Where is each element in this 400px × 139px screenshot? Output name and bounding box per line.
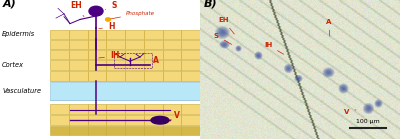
Text: A): A) [3, 0, 17, 9]
FancyBboxPatch shape [144, 30, 162, 39]
FancyBboxPatch shape [69, 30, 88, 39]
Text: EH: EH [70, 1, 84, 17]
FancyBboxPatch shape [162, 60, 181, 70]
FancyBboxPatch shape [162, 30, 181, 39]
FancyBboxPatch shape [162, 71, 181, 81]
FancyBboxPatch shape [88, 30, 106, 39]
FancyBboxPatch shape [106, 50, 125, 59]
FancyBboxPatch shape [106, 30, 125, 39]
Text: S: S [106, 1, 116, 10]
FancyBboxPatch shape [125, 40, 144, 49]
FancyBboxPatch shape [50, 30, 69, 39]
FancyBboxPatch shape [88, 104, 106, 114]
FancyBboxPatch shape [181, 104, 200, 114]
FancyBboxPatch shape [106, 126, 125, 135]
FancyBboxPatch shape [162, 40, 181, 49]
FancyBboxPatch shape [69, 71, 88, 81]
FancyBboxPatch shape [125, 30, 144, 39]
FancyBboxPatch shape [50, 40, 69, 49]
FancyBboxPatch shape [181, 71, 200, 81]
FancyBboxPatch shape [125, 71, 144, 81]
Circle shape [106, 18, 110, 21]
FancyBboxPatch shape [181, 50, 200, 59]
FancyBboxPatch shape [50, 71, 69, 81]
FancyBboxPatch shape [125, 50, 144, 59]
FancyBboxPatch shape [88, 126, 106, 135]
FancyBboxPatch shape [144, 50, 162, 59]
FancyBboxPatch shape [106, 60, 125, 70]
Text: Cortex: Cortex [2, 62, 24, 68]
FancyBboxPatch shape [50, 60, 69, 70]
FancyBboxPatch shape [88, 115, 106, 125]
FancyBboxPatch shape [162, 104, 181, 114]
FancyBboxPatch shape [181, 126, 200, 135]
FancyBboxPatch shape [181, 115, 200, 125]
FancyBboxPatch shape [181, 60, 200, 70]
FancyBboxPatch shape [162, 50, 181, 59]
FancyBboxPatch shape [162, 126, 181, 135]
Text: A: A [153, 56, 159, 65]
Text: IH: IH [99, 51, 119, 60]
FancyBboxPatch shape [125, 60, 144, 70]
FancyBboxPatch shape [50, 82, 200, 100]
Text: 100 μm: 100 μm [356, 119, 380, 124]
FancyBboxPatch shape [69, 60, 88, 70]
Text: Epidermis: Epidermis [2, 31, 35, 37]
Ellipse shape [151, 116, 169, 124]
FancyBboxPatch shape [144, 60, 162, 70]
Text: Phosphate: Phosphate [111, 11, 155, 19]
FancyBboxPatch shape [125, 104, 144, 114]
FancyBboxPatch shape [125, 126, 144, 135]
Text: V: V [170, 111, 180, 120]
FancyBboxPatch shape [50, 126, 69, 135]
Text: V: V [344, 109, 356, 115]
FancyBboxPatch shape [50, 50, 69, 59]
Text: A: A [326, 19, 331, 36]
FancyBboxPatch shape [144, 71, 162, 81]
FancyBboxPatch shape [88, 60, 106, 70]
Text: Vasculature: Vasculature [2, 88, 41, 94]
FancyBboxPatch shape [88, 40, 106, 49]
Text: IH: IH [264, 42, 284, 54]
FancyBboxPatch shape [125, 115, 144, 125]
Circle shape [89, 6, 103, 16]
FancyBboxPatch shape [69, 115, 88, 125]
FancyBboxPatch shape [50, 104, 69, 114]
FancyBboxPatch shape [106, 115, 125, 125]
FancyBboxPatch shape [88, 71, 106, 81]
Text: B): B) [204, 0, 218, 9]
Text: S: S [214, 33, 232, 44]
FancyBboxPatch shape [144, 115, 162, 125]
FancyBboxPatch shape [106, 71, 125, 81]
FancyBboxPatch shape [69, 104, 88, 114]
FancyBboxPatch shape [106, 104, 125, 114]
FancyBboxPatch shape [69, 50, 88, 59]
FancyBboxPatch shape [181, 40, 200, 49]
Text: EH: EH [218, 17, 234, 34]
FancyBboxPatch shape [162, 115, 181, 125]
FancyBboxPatch shape [88, 50, 106, 59]
FancyBboxPatch shape [181, 30, 200, 39]
FancyBboxPatch shape [69, 40, 88, 49]
FancyBboxPatch shape [69, 126, 88, 135]
Text: H: H [99, 22, 114, 31]
FancyBboxPatch shape [144, 104, 162, 114]
FancyBboxPatch shape [50, 115, 69, 125]
FancyBboxPatch shape [144, 40, 162, 49]
FancyBboxPatch shape [144, 126, 162, 135]
FancyBboxPatch shape [106, 40, 125, 49]
